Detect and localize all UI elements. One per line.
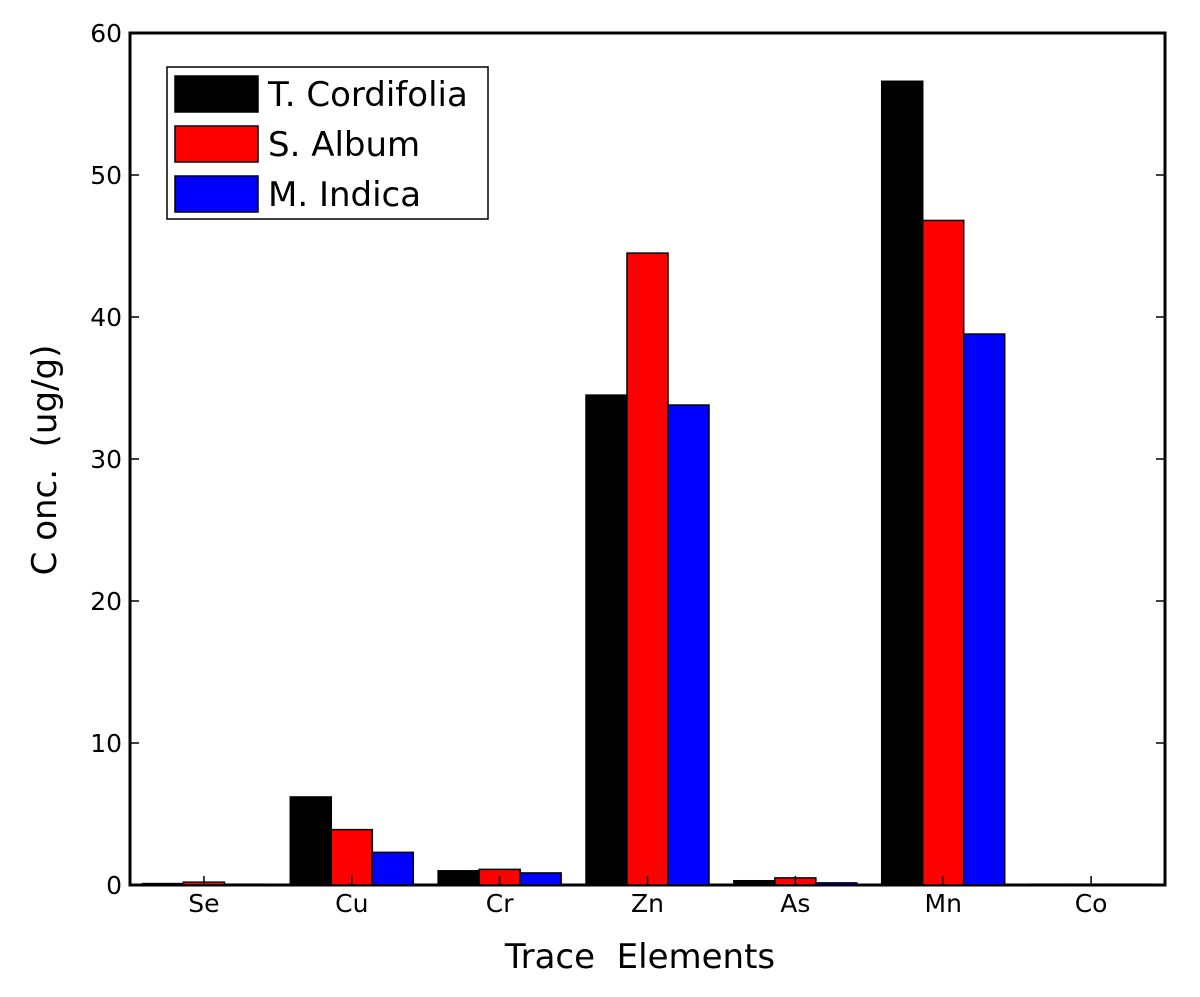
y-tick-label: 40 (90, 303, 122, 332)
bar-t-cordifolia-cr (437, 870, 480, 886)
bar-t-cordifolia-as (733, 879, 776, 886)
y-tick-label: 0 (106, 871, 122, 900)
bar-t-cordifolia-cu (289, 796, 333, 886)
legend: T. Cordifolia S. Album M. Indica (166, 66, 489, 220)
y-tick-label: 50 (90, 161, 122, 190)
bar-t-cordifolia-zn (585, 394, 628, 886)
bars-group (141, 80, 1154, 886)
x-tick-label: Co (1075, 889, 1108, 918)
y-tick-label: 30 (90, 445, 122, 474)
y-axis: 0 10 20 30 40 50 60 (90, 19, 1165, 900)
bar-m-indica-cr (519, 872, 562, 886)
y-tick-label: 10 (90, 729, 122, 758)
x-tick-label: As (780, 889, 810, 918)
legend-label: T. Cordifolia (267, 75, 468, 115)
bar-m-indica-mn (962, 333, 1006, 886)
bar-s-album-mn (921, 219, 965, 886)
bar-t-cordifolia-mn (880, 80, 924, 886)
bar-s-album-cu (330, 828, 374, 886)
x-tick-label: Se (188, 889, 219, 918)
x-tick-label: Zn (631, 889, 664, 918)
x-axis-title: Trace Elements (504, 937, 775, 977)
bar-t-cordifolia-co (1028, 883, 1072, 886)
bar-m-indica-co (1110, 883, 1154, 886)
y-axis-title: C onc. (ug/g) (25, 345, 65, 576)
bar-m-indica-zn (667, 404, 710, 886)
legend-swatch (174, 175, 259, 213)
bar-s-album-zn (626, 252, 669, 886)
x-axis: Se Cu Cr Zn As Mn Co (188, 876, 1107, 918)
bar-m-indica-cu (371, 851, 415, 886)
bar-m-indica-as (815, 882, 858, 886)
legend-swatch (174, 125, 259, 163)
bar-m-indica-se (223, 883, 267, 886)
x-tick-label: Mn (925, 889, 962, 918)
y-tick-label: 60 (90, 19, 122, 48)
legend-label: S. Album (268, 125, 420, 165)
x-tick-label: Cr (486, 889, 514, 918)
y-tick-label: 20 (90, 587, 122, 616)
bar-t-cordifolia-se (141, 882, 185, 886)
x-tick-label: Cu (335, 889, 368, 918)
legend-swatch (174, 75, 259, 113)
legend-label: M. Indica (268, 175, 421, 215)
